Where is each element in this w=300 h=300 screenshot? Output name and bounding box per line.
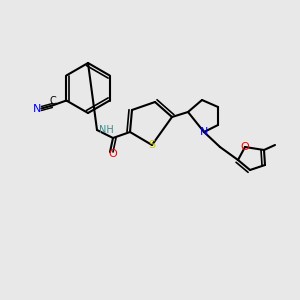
- Text: C: C: [50, 97, 57, 106]
- Text: N: N: [33, 103, 41, 113]
- Text: N: N: [200, 127, 208, 137]
- Text: O: O: [241, 142, 249, 152]
- Text: O: O: [109, 149, 117, 159]
- Text: S: S: [148, 140, 156, 150]
- Text: NH: NH: [99, 125, 114, 135]
